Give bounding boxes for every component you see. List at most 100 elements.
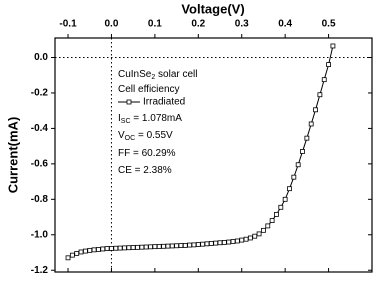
data-point <box>221 239 227 245</box>
x-tick-label: 0.5 <box>322 19 336 30</box>
data-point <box>87 247 93 253</box>
data-point <box>96 247 101 252</box>
data-point <box>174 243 179 249</box>
data-point <box>122 245 127 251</box>
x-axis-title: Voltage(V) <box>181 1 244 16</box>
annotation: Cell efficiency <box>118 84 180 95</box>
data-point <box>304 135 310 141</box>
series-line <box>67 45 334 259</box>
data-point <box>178 243 184 248</box>
data-point <box>282 196 288 202</box>
x-tick-label: 0.3 <box>235 19 249 30</box>
x-tick-label: 0.2 <box>191 19 205 30</box>
annotation-text: solar cell <box>155 69 197 80</box>
annotation-text: V <box>118 130 125 141</box>
data-point <box>200 241 206 247</box>
y-axis-title: Current(mA) <box>5 117 20 194</box>
x-tick-label: 0.4 <box>278 19 292 30</box>
annotation-text: Cell efficiency <box>118 84 180 95</box>
legend-label: Irradiated <box>143 97 185 108</box>
data-point <box>69 252 75 258</box>
annotation: FF = 60.29% <box>118 148 176 159</box>
data-point <box>169 243 175 249</box>
data-point <box>300 149 305 154</box>
data-point <box>213 240 219 246</box>
data-point <box>165 243 171 249</box>
data-point <box>204 241 210 247</box>
annotation-text: CE = 2.38% <box>118 165 172 176</box>
annotation-text: FF = 60.29% <box>118 148 176 159</box>
annotation-subscript: SC <box>121 118 131 125</box>
data-point <box>104 246 110 252</box>
data-point <box>261 227 266 233</box>
data-point <box>113 245 119 251</box>
y-tick-label: -1.2 <box>31 265 49 276</box>
data-point <box>187 242 193 248</box>
y-tick-label: -0.4 <box>31 123 49 134</box>
data-point <box>126 245 132 251</box>
annotation-text: CuInSe <box>118 69 152 80</box>
annotation-subscript: OC <box>125 135 136 142</box>
data-point <box>234 238 240 244</box>
data-point <box>74 250 80 256</box>
data-point <box>148 244 153 250</box>
data-point <box>291 174 297 180</box>
plot-frame <box>54 37 373 273</box>
data-point <box>208 241 214 246</box>
data-point <box>152 244 158 250</box>
x-tick-label: 0.0 <box>104 19 118 30</box>
y-tick-label: 0.0 <box>34 52 48 63</box>
y-tick-label: -1.0 <box>31 229 49 240</box>
annotation: CE = 2.38% <box>118 165 172 176</box>
data-point <box>317 92 323 98</box>
data-point <box>274 211 279 217</box>
data-point <box>161 243 166 249</box>
data-point <box>109 246 114 251</box>
annotation: VOC = 0.55V <box>118 130 173 142</box>
y-tick-label: -0.2 <box>31 88 49 99</box>
annotation-text: = 1.078mA <box>131 113 183 124</box>
annotation: ISC = 1.078mA <box>118 113 182 125</box>
data-point <box>182 243 188 248</box>
x-tick-label: 0.1 <box>148 19 162 30</box>
data-point <box>156 244 162 249</box>
data-point <box>195 242 201 247</box>
data-point <box>100 246 106 252</box>
data-point <box>326 62 331 67</box>
data-point <box>91 247 97 253</box>
y-tick-label: -0.8 <box>31 194 49 205</box>
legend-marker <box>126 99 132 105</box>
data-point <box>65 255 71 261</box>
data-point <box>256 231 262 237</box>
data-point <box>313 107 318 113</box>
annotation: CuInSe2 solar cell <box>118 69 198 81</box>
annotation-text: I <box>118 113 121 124</box>
data-point <box>287 186 292 192</box>
data-point <box>117 245 123 251</box>
data-point <box>135 244 140 250</box>
annotation-text: = 0.55V <box>135 130 173 141</box>
data-point <box>248 235 253 241</box>
data-point <box>252 233 258 239</box>
data-point <box>139 244 145 250</box>
data-point <box>230 239 236 244</box>
y-tick-label: -0.6 <box>31 159 49 170</box>
data-point <box>330 43 336 49</box>
data-point <box>265 223 271 229</box>
data-point <box>321 77 327 83</box>
data-point <box>226 239 232 245</box>
data-point <box>82 248 88 254</box>
data-point <box>308 121 314 127</box>
x-tick-label: -0.1 <box>59 19 77 30</box>
data-point <box>143 244 149 250</box>
data-point <box>278 204 284 210</box>
data-point <box>243 236 249 242</box>
data-point <box>269 218 275 223</box>
data-point <box>78 249 84 255</box>
data-point <box>217 240 223 246</box>
data-point <box>295 162 301 168</box>
annotation-subscript: 2 <box>151 74 155 81</box>
data-point <box>130 245 136 250</box>
data-point <box>239 237 245 243</box>
